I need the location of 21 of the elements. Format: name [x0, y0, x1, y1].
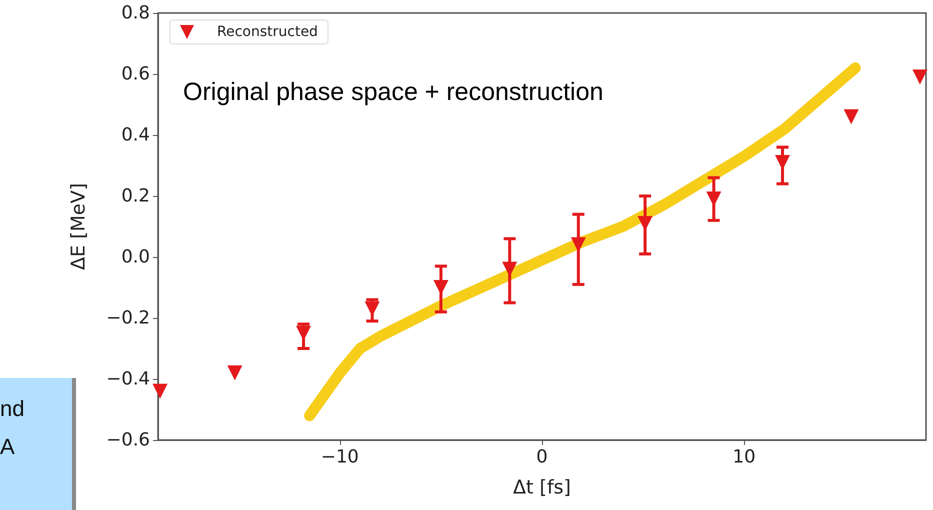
- x-tick-label: −10: [320, 446, 359, 468]
- y-tick-label: 0.4: [121, 124, 150, 146]
- legend-label: Reconstructed: [217, 24, 318, 40]
- y-tick-label: −0.4: [106, 368, 150, 390]
- y-axis-title: ΔE [MeV]: [68, 183, 90, 270]
- y-tick-label: 0.8: [121, 2, 150, 24]
- x-tick-label: 10: [732, 446, 756, 468]
- text-box: nd A: [0, 378, 76, 510]
- y-tick-label: 0.0: [121, 246, 150, 268]
- point: [227, 365, 242, 380]
- y-tick-label: 0.6: [121, 64, 150, 84]
- x-axis-title: Δt [fs]: [513, 476, 571, 498]
- y-tick-label: 0.2: [121, 186, 150, 206]
- point: [912, 70, 928, 85]
- point: [638, 216, 653, 231]
- point: [152, 384, 168, 399]
- x-tick-label: 0: [536, 446, 548, 468]
- y-tick-label: −0.6: [106, 430, 150, 450]
- point: [844, 109, 859, 124]
- annotation: Original phase space + reconstruction: [183, 78, 604, 107]
- y-tick-label: −0.2: [106, 308, 150, 328]
